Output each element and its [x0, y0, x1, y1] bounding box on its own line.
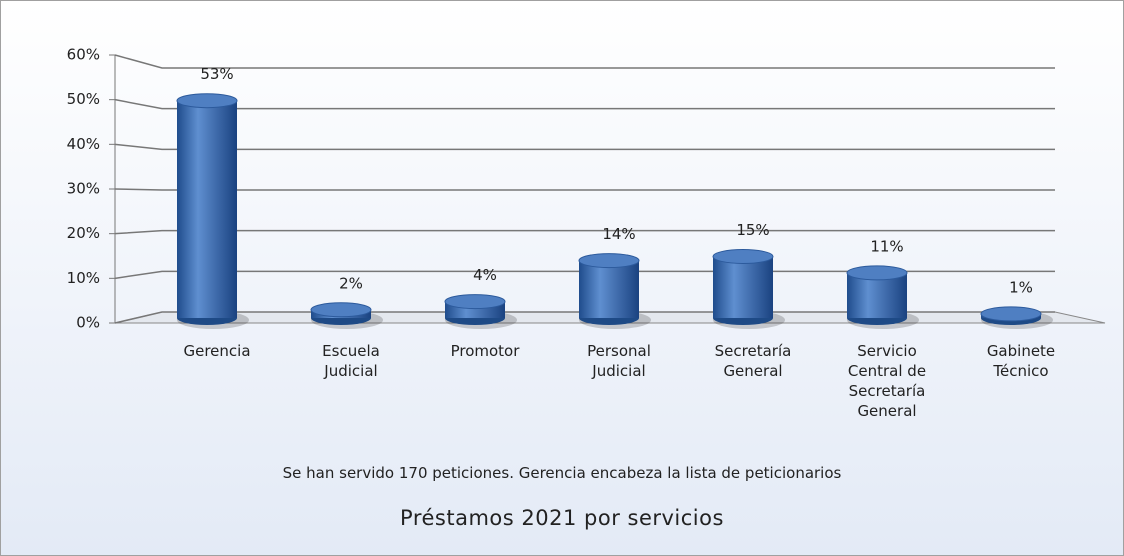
grid-line: [114, 188, 1055, 191]
bar: [177, 100, 237, 318]
value-label: 11%: [870, 237, 903, 255]
y-tick-label: 50%: [67, 90, 100, 108]
bar-top: [176, 93, 238, 109]
y-tick-label: 30%: [67, 180, 100, 198]
y-tick-label: 60%: [67, 46, 100, 64]
value-label: 15%: [736, 221, 769, 239]
x-tick-label: Servicio Central de Secretaría General: [847, 342, 927, 420]
y-tick-label: 40%: [67, 135, 100, 153]
grid-line: [114, 54, 1055, 69]
x-tick-label: Escuela Judicial: [322, 342, 380, 380]
grid-line: [114, 229, 1055, 235]
value-label: 14%: [602, 225, 635, 243]
subtitle: Se han servido 170 peticiones. Gerencia …: [282, 464, 842, 482]
value-label: 53%: [200, 65, 233, 83]
grid-line: [114, 98, 1055, 110]
bar-top: [444, 294, 506, 310]
y-tick-label: 20%: [67, 224, 100, 242]
grid-line: [114, 143, 1055, 151]
bar: [847, 272, 907, 318]
x-tick-label: Promotor: [450, 342, 520, 360]
bar-top: [712, 249, 774, 264]
value-label: 4%: [473, 266, 497, 284]
x-tick-label: Gabinete Técnico: [986, 342, 1056, 380]
bar-top: [310, 302, 372, 318]
chart-title: Préstamos 2021 por servicios: [400, 506, 724, 530]
bar: [713, 256, 773, 318]
value-label: 2%: [339, 274, 363, 292]
bar-top: [980, 306, 1042, 322]
x-tick-label: Personal Judicial: [587, 342, 651, 380]
x-tick-label: Gerencia: [183, 342, 251, 360]
x-tick-label: Secretaría General: [714, 342, 792, 380]
bar: [579, 260, 639, 318]
y-tick-label: 0%: [76, 314, 100, 332]
bar-top: [578, 253, 640, 269]
bar-top: [846, 265, 908, 281]
y-tick-label: 10%: [67, 269, 100, 287]
value-label: 1%: [1009, 278, 1033, 296]
